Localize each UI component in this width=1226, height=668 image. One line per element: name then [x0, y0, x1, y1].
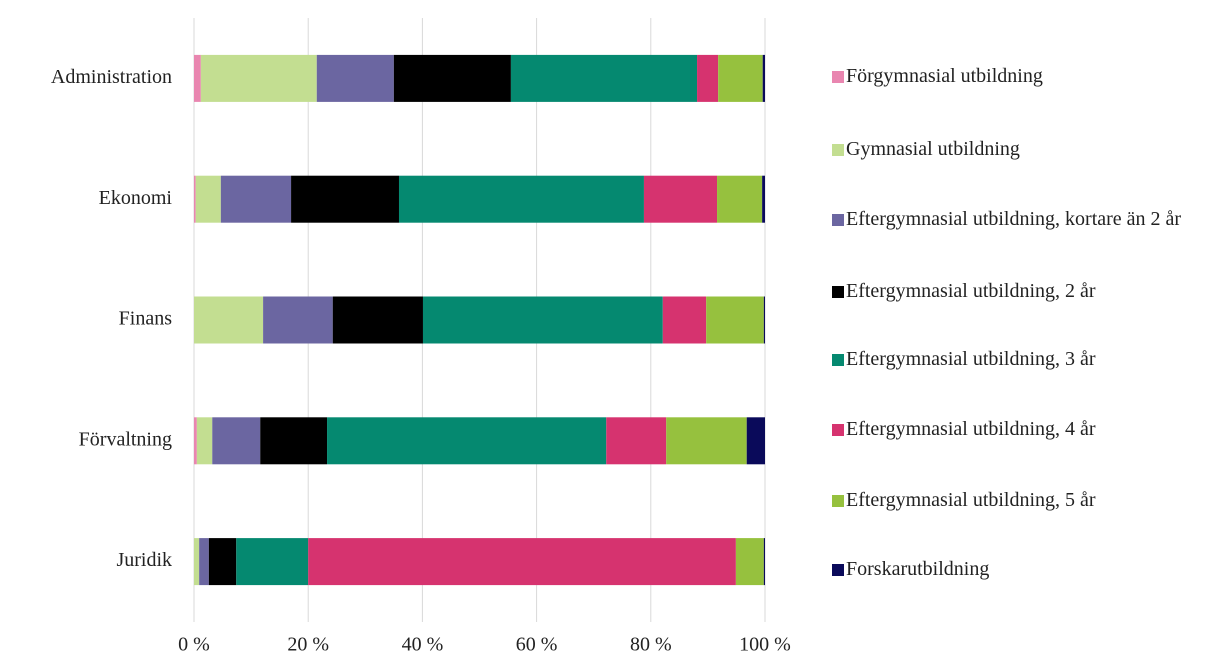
bar-segment — [762, 175, 765, 223]
legend-label: Forskarutbildning — [846, 558, 990, 580]
bar-segment — [735, 538, 764, 586]
y-tick-label: Administration — [51, 66, 172, 88]
bar-segment — [763, 538, 765, 586]
legend-entry: Eftergymnasial utbildning, 3 år — [832, 346, 1222, 372]
bar-segment — [260, 417, 328, 465]
bar-segment — [194, 296, 264, 344]
bar-segment — [212, 417, 261, 465]
bar-segment — [717, 175, 763, 223]
bar-segment — [220, 175, 292, 223]
bar-segment — [746, 417, 765, 465]
bar-segment — [510, 54, 698, 102]
bar-segment — [763, 296, 765, 344]
legend-label: Eftergymnasial utbildning, 5 år — [846, 489, 1096, 511]
bar-segment — [332, 296, 423, 344]
bar-segment — [194, 538, 200, 586]
bar-segment — [199, 538, 209, 586]
bar-segment — [236, 538, 309, 586]
legend-swatch — [832, 214, 844, 226]
legend-entry: Gymnasial utbildning — [832, 136, 1222, 162]
bar-segment — [718, 54, 763, 102]
legend-swatch — [832, 144, 844, 156]
x-tick-label: 40 % — [402, 634, 444, 656]
legend-label: Gymnasial utbildning — [846, 138, 1020, 160]
y-tick-label: Finans — [119, 308, 173, 330]
y-tick-label: Juridik — [116, 549, 172, 571]
legend-entry: Eftergymnasial utbildning, kortare än 2 … — [832, 206, 1222, 232]
x-tick-label: 80 % — [630, 634, 672, 656]
bar-segment — [308, 538, 736, 586]
bar-segment — [697, 54, 719, 102]
bar-segment — [327, 417, 607, 465]
bar-segment — [194, 175, 196, 223]
bar-segment — [398, 175, 644, 223]
bar-segment — [666, 417, 747, 465]
y-tick-label: Ekonomi — [99, 187, 173, 209]
bar-segment — [263, 296, 333, 344]
bar-segment — [208, 538, 237, 586]
x-tick-label: 60 % — [516, 634, 558, 656]
bar-segment — [706, 296, 764, 344]
legend-swatch — [832, 495, 844, 507]
legend-label: Eftergymnasial utbildning, 2 år — [846, 280, 1096, 302]
legend-entry: Eftergymnasial utbildning, 4 år — [832, 416, 1222, 442]
legend-entry: Förgymnasial utbildning — [832, 63, 1222, 89]
bar-segment — [393, 54, 511, 102]
bar-segment — [422, 296, 663, 344]
bar-segment — [194, 417, 197, 465]
legend-swatch — [832, 286, 844, 298]
legend-label: Eftergymnasial utbildning, 3 år — [846, 348, 1096, 370]
y-tick-label: Förvaltning — [79, 428, 172, 450]
bar-segment — [291, 175, 399, 223]
legend-label: Eftergymnasial utbildning, 4 år — [846, 418, 1096, 440]
bar-segment — [194, 54, 201, 102]
bar-segment — [643, 175, 718, 223]
bar-segment — [196, 417, 213, 465]
x-tick-label: 20 % — [287, 634, 329, 656]
x-tick-label: 0 % — [178, 634, 210, 656]
legend-entry: Eftergymnasial utbildning, 2 år — [832, 278, 1222, 304]
legend-entry: Eftergymnasial utbildning, 5 år — [832, 487, 1222, 513]
chart: 0 % 20 % 40 % 60 % 80 % 100 % Administration Ek… — [51, 18, 791, 656]
legend-swatch — [832, 564, 844, 576]
legend-entry: Forskarutbildning — [832, 556, 1222, 582]
legend-label: Eftergymnasial utbildning, kortare än 2 … — [846, 208, 1182, 230]
bar-segment — [316, 54, 394, 102]
x-tick-label: 100 % — [739, 634, 791, 656]
legend-swatch — [832, 71, 844, 83]
legend-label: Förgymnasial utbildning — [846, 65, 1043, 87]
bar-segment — [762, 54, 765, 102]
bar-segment — [195, 175, 221, 223]
legend-swatch — [832, 424, 844, 436]
legend-swatch — [832, 354, 844, 366]
bar-segment — [606, 417, 667, 465]
bar-segment — [200, 54, 317, 102]
bar-segment — [662, 296, 707, 344]
